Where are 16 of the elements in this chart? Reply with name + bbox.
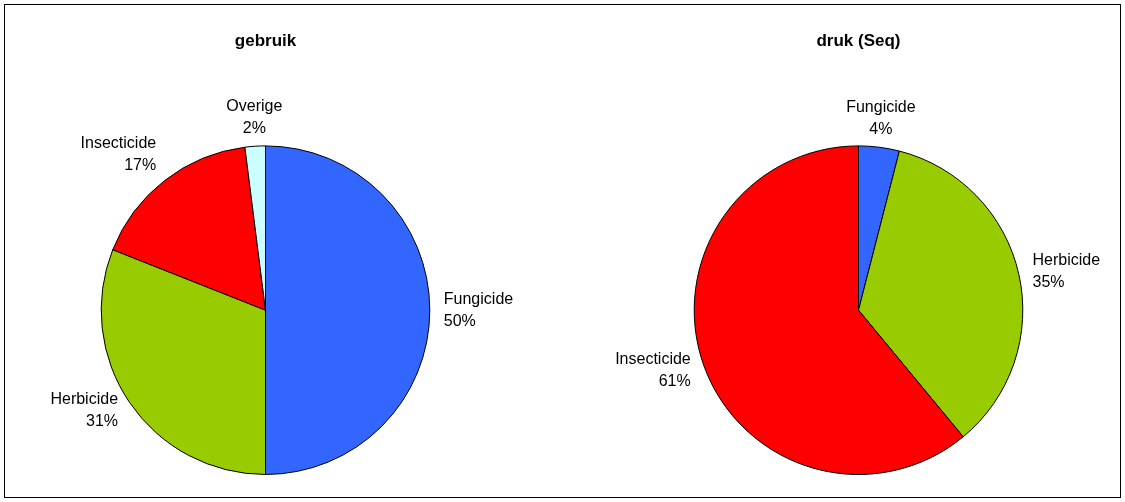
- chart-title: gebruik: [234, 30, 297, 50]
- slice-label: Overige: [226, 96, 283, 114]
- data-label: 50%: [443, 311, 476, 329]
- data-label: 2%: [242, 118, 266, 136]
- slice-label: Insecticide: [615, 350, 691, 367]
- data-label: 4%: [869, 119, 893, 137]
- chart-title: druk (Seq): [816, 30, 901, 50]
- slice-label: Herbicide: [50, 389, 119, 407]
- slice-label: Fungicide: [846, 97, 916, 115]
- data-label: 31%: [86, 411, 119, 429]
- slice-label: Herbicide: [1032, 250, 1101, 268]
- data-label: 61%: [658, 372, 691, 389]
- data-label: 35%: [1032, 272, 1065, 290]
- data-label: 17%: [124, 155, 157, 173]
- slice-label: Insecticide: [80, 133, 157, 151]
- slice-label: Fungicide: [443, 289, 514, 307]
